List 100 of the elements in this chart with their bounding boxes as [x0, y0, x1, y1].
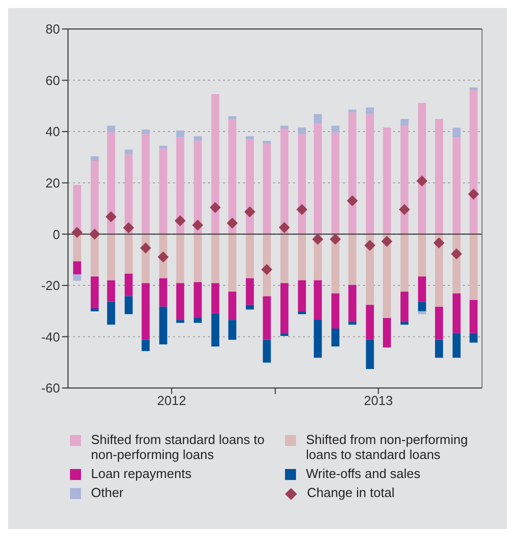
legend-label: Write-offs and sales	[306, 466, 420, 481]
bar	[176, 320, 184, 323]
bar	[400, 126, 408, 234]
bar	[142, 134, 150, 234]
bar	[194, 234, 202, 282]
bar	[314, 320, 322, 358]
legend-label: Shifted from standard loans to non-performing loans	[91, 432, 266, 462]
legend-label: Shifted from non-performing loans to standard loans	[306, 432, 469, 462]
point	[468, 188, 480, 200]
bar	[176, 137, 184, 234]
bar	[194, 136, 202, 141]
bar	[73, 234, 82, 262]
bar	[366, 114, 374, 234]
bar	[73, 274, 82, 281]
y-tick-label: 60	[46, 72, 60, 88]
bar	[331, 293, 340, 329]
point	[140, 242, 152, 254]
bar	[246, 234, 254, 278]
bar	[452, 293, 461, 334]
point	[364, 240, 376, 251]
bar	[382, 318, 391, 348]
point	[158, 251, 169, 262]
bar	[228, 119, 236, 234]
bar	[331, 126, 340, 132]
point	[226, 218, 238, 229]
bar	[194, 140, 202, 234]
y-tick-label: 20	[46, 175, 60, 190]
y-tick-label: -40	[41, 329, 60, 344]
bar	[400, 292, 408, 322]
y-tick-label: 80	[46, 22, 60, 37]
bar	[435, 306, 444, 340]
y-tick-label: -60	[41, 380, 60, 396]
bar	[280, 234, 288, 284]
bar	[298, 234, 306, 280]
bar	[262, 144, 271, 234]
bar	[124, 150, 133, 154]
bar	[124, 296, 133, 314]
bar	[452, 333, 461, 358]
bar	[314, 124, 322, 234]
bar	[246, 139, 254, 234]
bar	[470, 90, 478, 234]
point	[296, 204, 308, 216]
bar	[124, 274, 133, 296]
y-tick-label: 40	[46, 124, 60, 140]
bar	[331, 328, 340, 346]
bar	[262, 140, 271, 144]
bar	[142, 340, 150, 352]
bar	[470, 300, 478, 334]
bar	[176, 234, 184, 284]
legend-label: Loan repayments	[91, 466, 192, 481]
bar	[348, 110, 356, 112]
point	[312, 234, 324, 245]
point	[261, 264, 272, 276]
x-tick-label: 2013	[364, 393, 393, 408]
bar	[280, 128, 288, 234]
bar	[280, 126, 288, 128]
bar	[124, 234, 133, 274]
bar	[228, 320, 236, 340]
bar	[418, 234, 426, 276]
point	[72, 226, 83, 238]
point	[330, 234, 341, 245]
bar	[366, 107, 374, 114]
point	[381, 236, 392, 247]
bar	[107, 234, 116, 280]
point	[244, 206, 256, 218]
bar	[418, 302, 426, 312]
bar	[90, 234, 99, 276]
bar	[435, 340, 444, 358]
bar	[452, 137, 461, 234]
bar	[400, 234, 408, 292]
bar	[470, 87, 478, 90]
point	[451, 248, 462, 260]
bar	[331, 132, 340, 234]
bar	[159, 278, 168, 307]
bar	[314, 280, 322, 320]
bar	[452, 128, 461, 138]
point	[123, 222, 134, 234]
bar	[382, 127, 391, 234]
bar	[194, 282, 202, 318]
bar	[280, 283, 288, 334]
point	[416, 176, 428, 187]
bar	[348, 112, 356, 234]
bar	[176, 283, 184, 320]
bar	[298, 280, 306, 312]
bar	[298, 134, 306, 234]
bar	[298, 127, 306, 134]
point	[278, 222, 290, 233]
y-tick-label: -20	[41, 278, 60, 294]
bar	[124, 154, 133, 234]
bar	[107, 280, 116, 302]
bar	[211, 234, 220, 284]
bar	[90, 160, 99, 234]
x-tick-label: 2012	[157, 393, 186, 408]
bar	[107, 126, 116, 132]
bar	[366, 340, 374, 370]
bar	[107, 302, 116, 325]
bar	[348, 234, 356, 285]
bar	[159, 146, 168, 148]
point	[89, 228, 100, 240]
bar	[142, 130, 150, 134]
